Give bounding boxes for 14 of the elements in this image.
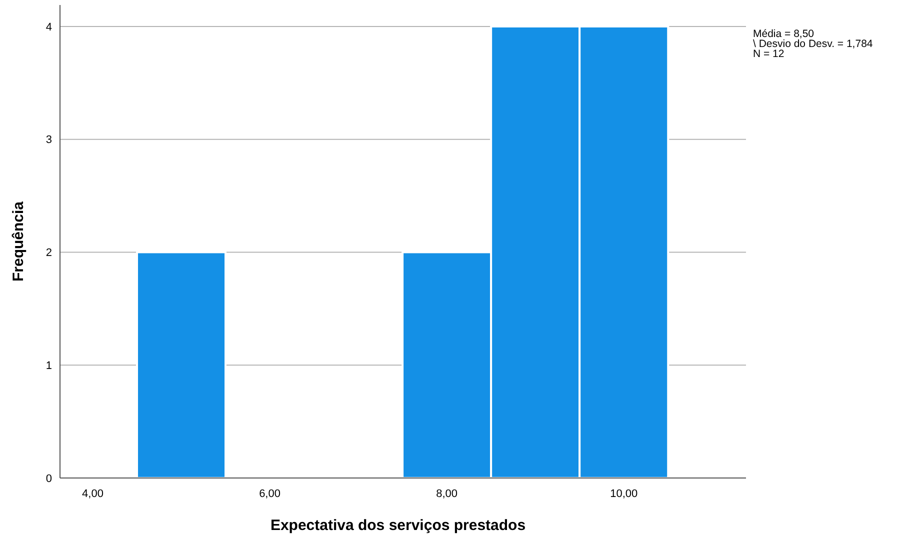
y-tick-label: 1 xyxy=(46,360,52,372)
x-tick-label: 8,00 xyxy=(436,488,458,500)
text: N = 12 xyxy=(753,48,784,60)
y-tick-label: 0 xyxy=(46,472,52,485)
y-tick-label: 3 xyxy=(46,134,52,146)
x-tick-label: 10,00 xyxy=(610,488,638,500)
x-axis-title: Expectativa dos serviços prestados xyxy=(270,517,526,534)
text: Média = 8,50 xyxy=(753,28,814,40)
y-tick-label: 2 xyxy=(46,247,52,260)
text: \ Desvio do Desv. = 1,784 xyxy=(753,38,873,50)
x-tick-label: 6,00 xyxy=(259,488,280,500)
y-axis-title: Frequência xyxy=(10,200,27,282)
x-tick-label: 4,00 xyxy=(82,488,104,500)
y-tick-label: 4 xyxy=(46,21,52,34)
